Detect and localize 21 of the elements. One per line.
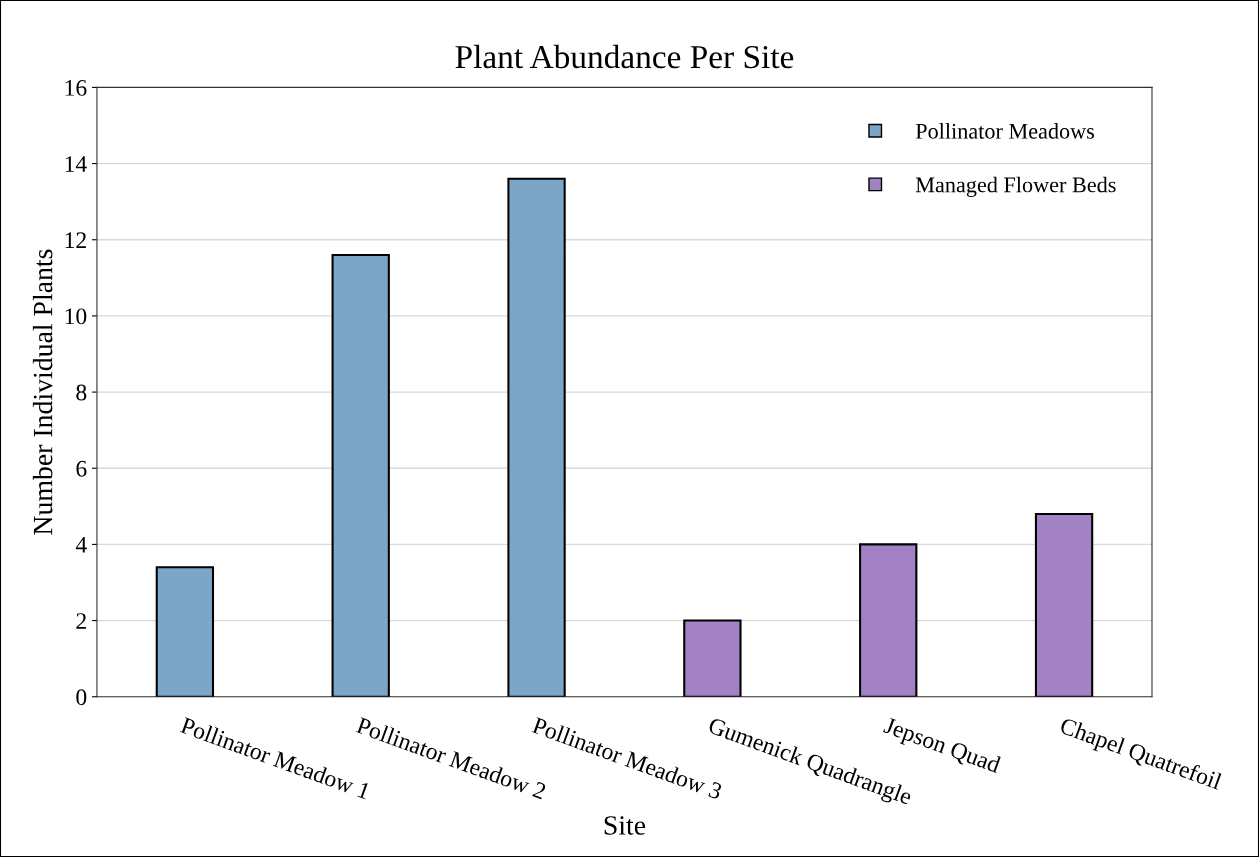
y-tick-label: 14 bbox=[65, 156, 87, 172]
legend-label: Managed Flower Beds bbox=[915, 176, 1116, 197]
y-tick-label: 2 bbox=[76, 613, 86, 629]
y-axis-title: Number Individual Plants bbox=[32, 249, 53, 535]
chart-title: Plant Abundance Per Site bbox=[455, 44, 794, 69]
y-tick-label: 12 bbox=[65, 232, 86, 248]
y-tick-label: 6 bbox=[76, 460, 87, 477]
x-axis-title: Site bbox=[604, 816, 646, 835]
bar bbox=[683, 619, 742, 697]
y-tick-label: 8 bbox=[76, 384, 87, 401]
bar bbox=[507, 177, 566, 697]
y-tick-label: 16 bbox=[65, 79, 87, 96]
y-tick-label: 0 bbox=[76, 689, 87, 706]
bar bbox=[859, 543, 918, 697]
bar bbox=[331, 253, 390, 697]
bar bbox=[1034, 512, 1094, 697]
bar bbox=[155, 566, 215, 697]
y-tick-label: 10 bbox=[65, 308, 87, 325]
y-tick-label: 4 bbox=[75, 537, 87, 553]
legend-label: Pollinator Meadows bbox=[915, 123, 1095, 139]
x-tick-label: Jepson Quad bbox=[881, 716, 1002, 778]
